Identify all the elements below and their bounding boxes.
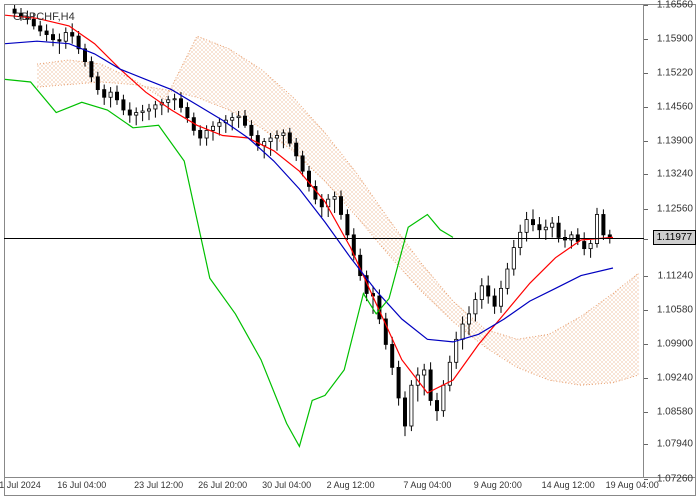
y-tick-label: 1.13900 [657, 135, 693, 146]
x-tick-label: 26 Jul 20:00 [198, 480, 247, 490]
y-tick-label: 1.09240 [657, 373, 693, 384]
current-price-line [4, 238, 644, 239]
y-tick-label: 1.15900 [657, 33, 693, 44]
y-tick-label: 1.12560 [657, 203, 693, 214]
chart-title: GBPCHF,H4 [13, 11, 75, 23]
x-tick-label: 30 Jul 04:00 [262, 480, 311, 490]
x-tick-label: 23 Jul 12:00 [134, 480, 183, 490]
y-tick-label: 1.08580 [657, 406, 693, 417]
x-tick-label: 9 Aug 20:00 [474, 480, 522, 490]
x-axis: 11 Jul 202416 Jul 04:0023 Jul 12:0026 Ju… [4, 478, 696, 496]
chart-plot-area[interactable]: GBPCHF,H4 [4, 4, 644, 478]
current-price-flag: 1.11977 [653, 230, 696, 245]
x-tick-label: 14 Aug 12:00 [542, 480, 595, 490]
y-tick-label: 1.09900 [657, 339, 693, 350]
y-tick-label: 1.16560 [657, 0, 693, 11]
x-tick-label: 7 Aug 04:00 [403, 480, 451, 490]
y-tick-label: 1.07940 [657, 439, 693, 450]
y-tick-label: 1.11240 [658, 271, 693, 282]
x-tick-label: 16 Jul 04:00 [57, 480, 106, 490]
x-tick-label: 11 Jul 2024 [0, 480, 41, 490]
chart-svg [5, 5, 645, 479]
y-tick-label: 1.15220 [657, 68, 693, 79]
ichimoku-cloud [37, 36, 639, 385]
y-tick-label: 1.10580 [657, 304, 693, 315]
x-tick-label: 2 Aug 12:00 [327, 480, 375, 490]
y-tick-label: 1.13240 [657, 169, 693, 180]
chikou-line [5, 79, 453, 446]
x-tick-label: 19 Aug 04:00 [606, 480, 659, 490]
y-tick-label: 1.14560 [657, 101, 693, 112]
